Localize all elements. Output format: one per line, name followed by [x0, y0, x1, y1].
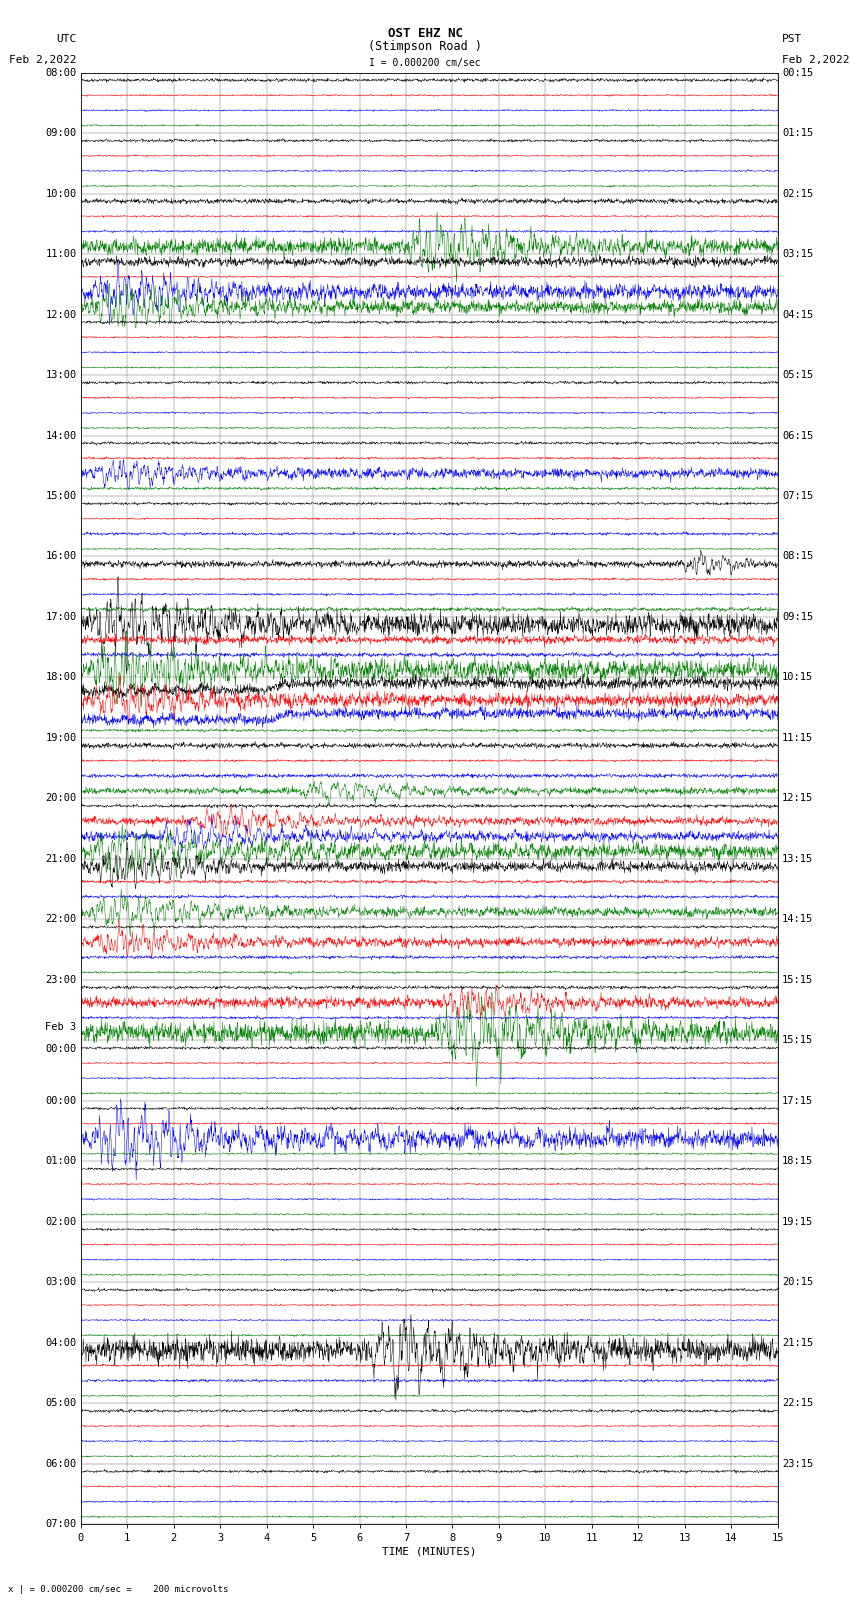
Text: 06:15: 06:15: [782, 431, 813, 440]
Text: 16:00: 16:00: [45, 552, 76, 561]
Text: UTC: UTC: [56, 34, 76, 44]
Text: 23:00: 23:00: [45, 974, 76, 986]
Text: 14:15: 14:15: [782, 915, 813, 924]
Text: 03:00: 03:00: [45, 1277, 76, 1287]
Text: 04:00: 04:00: [45, 1337, 76, 1348]
Text: I = 0.000200 cm/sec: I = 0.000200 cm/sec: [369, 58, 481, 68]
Text: 17:00: 17:00: [45, 611, 76, 623]
Text: 22:00: 22:00: [45, 915, 76, 924]
Text: 06:00: 06:00: [45, 1458, 76, 1469]
Text: 18:15: 18:15: [782, 1157, 813, 1166]
Text: 01:00: 01:00: [45, 1157, 76, 1166]
Text: 08:15: 08:15: [782, 552, 813, 561]
Text: 15:15: 15:15: [782, 974, 813, 986]
Text: 00:15: 00:15: [782, 68, 813, 77]
Text: 00:00: 00:00: [45, 1044, 76, 1053]
Text: 20:00: 20:00: [45, 794, 76, 803]
Text: PST: PST: [782, 34, 802, 44]
Text: Feb 2,2022: Feb 2,2022: [782, 55, 849, 65]
Text: 15:15: 15:15: [782, 1036, 813, 1045]
Text: 01:15: 01:15: [782, 127, 813, 139]
Text: 22:15: 22:15: [782, 1398, 813, 1408]
Text: (Stimpson Road ): (Stimpson Road ): [368, 40, 482, 53]
Text: 11:15: 11:15: [782, 732, 813, 744]
Text: 15:00: 15:00: [45, 490, 76, 502]
Text: 11:00: 11:00: [45, 248, 76, 260]
Text: 14:00: 14:00: [45, 431, 76, 440]
Text: 08:00: 08:00: [45, 68, 76, 77]
Text: OST EHZ NC: OST EHZ NC: [388, 27, 462, 40]
Text: 19:00: 19:00: [45, 732, 76, 744]
Text: 20:15: 20:15: [782, 1277, 813, 1287]
Text: 10:00: 10:00: [45, 189, 76, 198]
Text: 05:15: 05:15: [782, 369, 813, 381]
Text: 07:15: 07:15: [782, 490, 813, 502]
X-axis label: TIME (MINUTES): TIME (MINUTES): [382, 1547, 477, 1557]
Text: 02:15: 02:15: [782, 189, 813, 198]
Text: 23:15: 23:15: [782, 1458, 813, 1469]
Text: 13:15: 13:15: [782, 853, 813, 865]
Text: 00:00: 00:00: [45, 1095, 76, 1107]
Text: 13:00: 13:00: [45, 369, 76, 381]
Text: 12:00: 12:00: [45, 310, 76, 319]
Text: 12:15: 12:15: [782, 794, 813, 803]
Text: 09:15: 09:15: [782, 611, 813, 623]
Text: 09:00: 09:00: [45, 127, 76, 139]
Text: 10:15: 10:15: [782, 673, 813, 682]
Text: 02:00: 02:00: [45, 1216, 76, 1227]
Text: 04:15: 04:15: [782, 310, 813, 319]
Text: 07:00: 07:00: [45, 1519, 76, 1529]
Text: 05:00: 05:00: [45, 1398, 76, 1408]
Text: x | = 0.000200 cm/sec =    200 microvolts: x | = 0.000200 cm/sec = 200 microvolts: [8, 1584, 229, 1594]
Text: 17:15: 17:15: [782, 1095, 813, 1107]
Text: 03:15: 03:15: [782, 248, 813, 260]
Text: 21:00: 21:00: [45, 853, 76, 865]
Text: Feb 3: Feb 3: [45, 1023, 76, 1032]
Text: 19:15: 19:15: [782, 1216, 813, 1227]
Text: 18:00: 18:00: [45, 673, 76, 682]
Text: 21:15: 21:15: [782, 1337, 813, 1348]
Text: Feb 2,2022: Feb 2,2022: [9, 55, 76, 65]
